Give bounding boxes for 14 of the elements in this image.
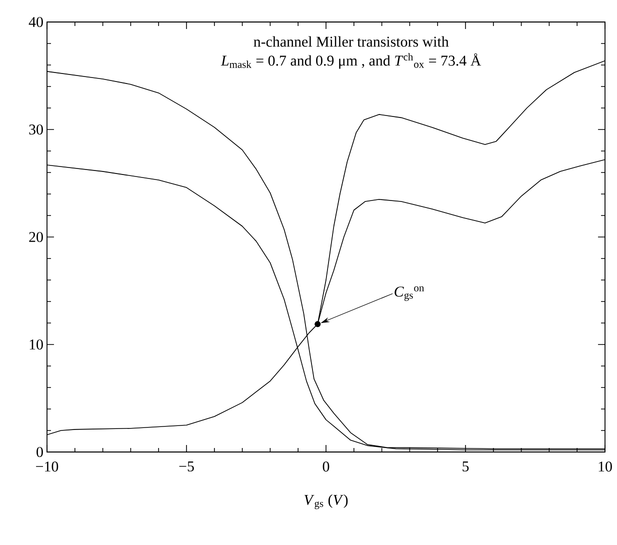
x-tick-label: 5 — [462, 462, 469, 472]
annotation: C$_{gs}$on — [394, 286, 424, 301]
x-tick-label: 10 — [598, 462, 612, 472]
y-tick-label: 10 — [30, 339, 43, 350]
x-tick-label: −5 — [179, 462, 194, 472]
x-axis-title: V$_{gs}$ (V) — [304, 494, 348, 510]
y-tick-label: 20 — [29, 232, 43, 242]
x-tick-label: −10 — [36, 462, 58, 472]
x-tick-label: 0 — [322, 462, 330, 472]
y-tick-label: 40 — [28, 16, 43, 28]
y-tick-label: 0 — [36, 446, 43, 458]
annotation: L$_{mask}$ = 0.7 and 0.9 μm , and T$^{ch}$$_{ox}$ = 73.4 Å — [220, 53, 482, 69]
y-tick-label: 30 — [29, 124, 43, 135]
annotation: n-channel Miller transistors with — [254, 36, 449, 47]
